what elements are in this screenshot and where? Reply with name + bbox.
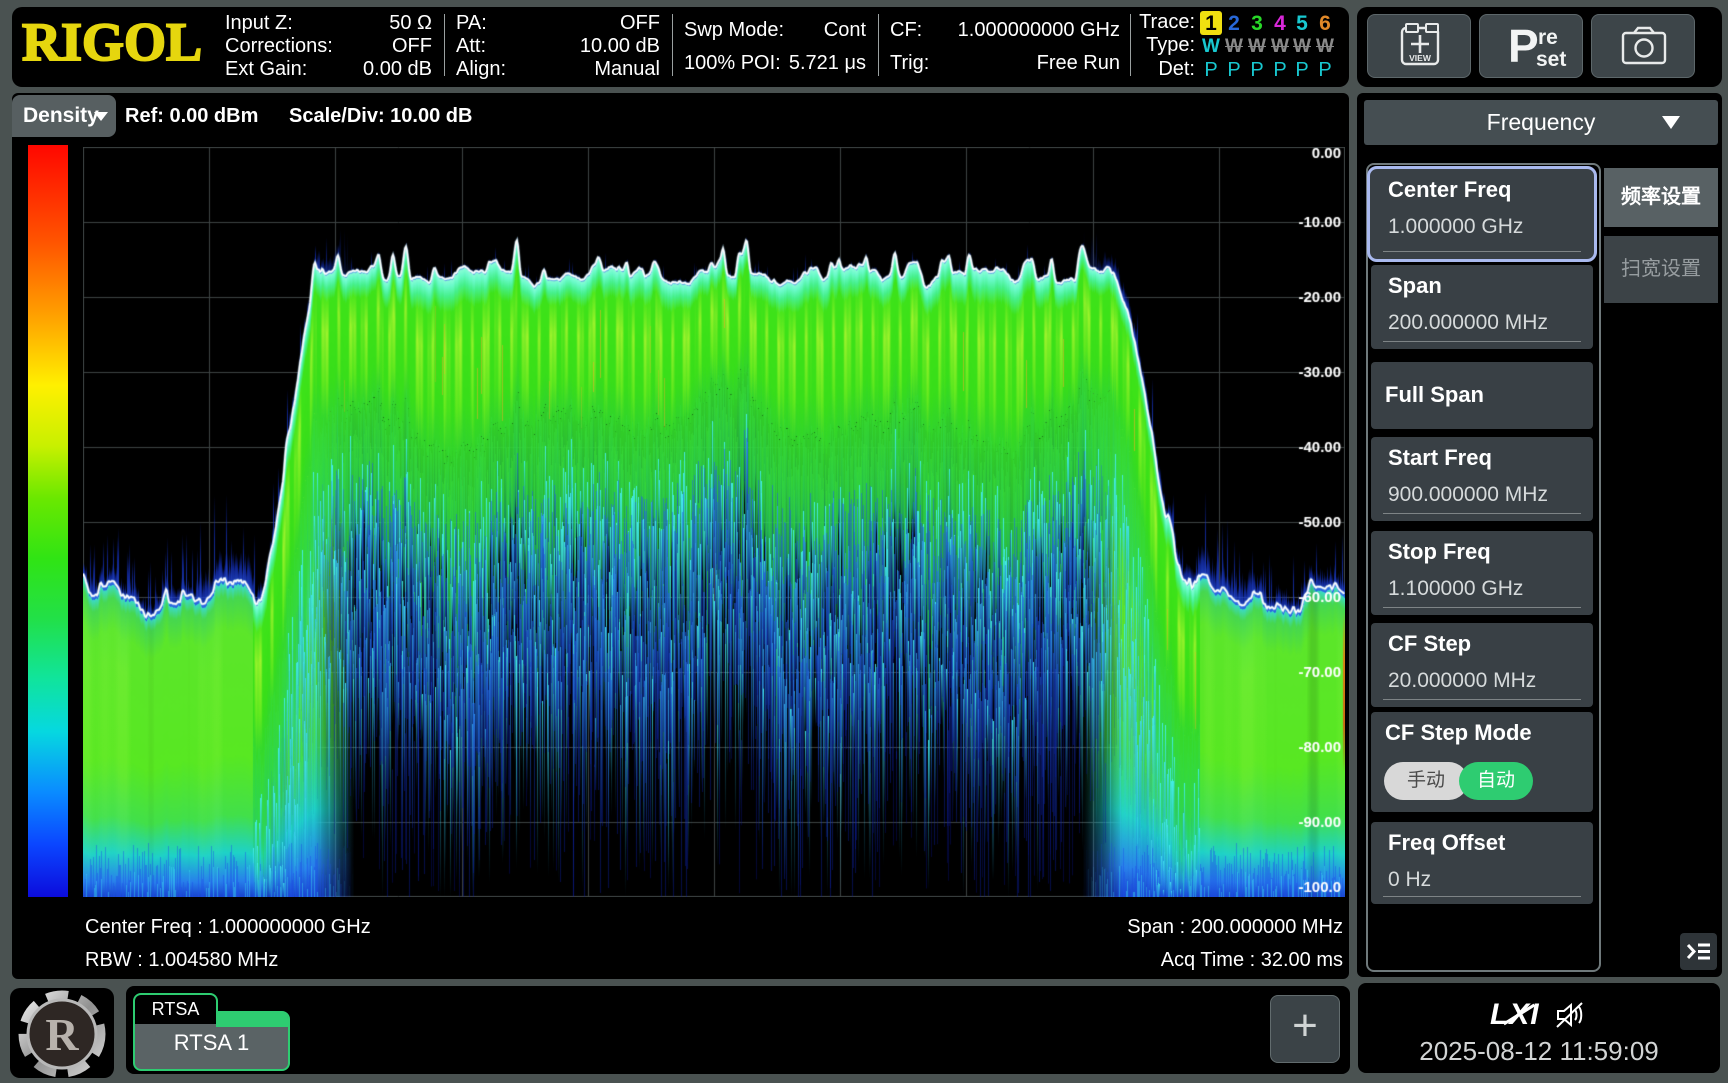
svg-text:re: re [1538, 26, 1558, 49]
svg-text:set: set [1536, 48, 1566, 71]
svg-text:VIEW: VIEW [1409, 53, 1432, 63]
svg-text:P: P [1508, 20, 1539, 72]
svg-text:R: R [45, 1009, 79, 1060]
